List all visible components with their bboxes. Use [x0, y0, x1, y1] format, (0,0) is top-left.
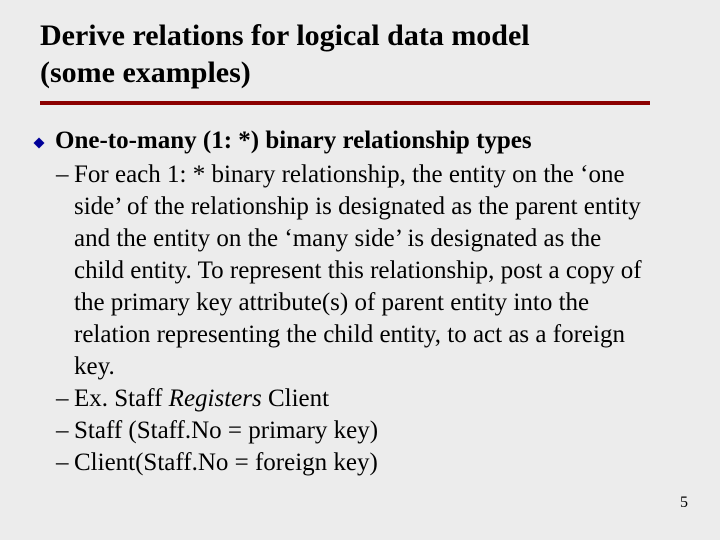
slide-title-block: Derive relations for logical data model … — [40, 18, 650, 105]
slide-title: Derive relations for logical data model … — [40, 18, 650, 91]
list-item: – For each 1: * binary relationship, the… — [56, 159, 650, 383]
bullet-level2-group: – For each 1: * binary relationship, the… — [56, 159, 650, 479]
list-item: – Staff (Staff.No = primary key) — [56, 415, 650, 447]
dash-bullet-icon: – — [56, 447, 74, 479]
text-italic: Registers — [169, 385, 268, 412]
level1-heading: One-to-many (1: *) binary relationship t… — [55, 125, 532, 157]
list-item-text: Ex. Staff Registers Client — [74, 383, 329, 415]
text-prefix: Ex. Staff — [74, 385, 169, 412]
bullet-level1: One-to-many (1: *) binary relationship t… — [32, 125, 650, 157]
title-line-2: (some examples) — [40, 56, 251, 89]
list-item-text: Client(Staff.No = foreign key) — [74, 447, 378, 479]
list-item-text: For each 1: * binary relationship, the e… — [74, 159, 650, 383]
diamond-bullet-icon — [32, 136, 46, 150]
slide-body: One-to-many (1: *) binary relationship t… — [32, 125, 650, 479]
title-underline — [40, 101, 650, 105]
page-number: 5 — [680, 494, 688, 512]
list-item: – Ex. Staff Registers Client — [56, 383, 650, 415]
dash-bullet-icon: – — [56, 415, 74, 447]
slide: Derive relations for logical data model … — [0, 0, 720, 540]
text-suffix: Client — [268, 385, 329, 412]
title-line-1: Derive relations for logical data model — [40, 19, 530, 52]
list-item: – Client(Staff.No = foreign key) — [56, 447, 650, 479]
dash-bullet-icon: – — [56, 383, 74, 415]
list-item-text: Staff (Staff.No = primary key) — [74, 415, 378, 447]
dash-bullet-icon: – — [56, 159, 74, 191]
